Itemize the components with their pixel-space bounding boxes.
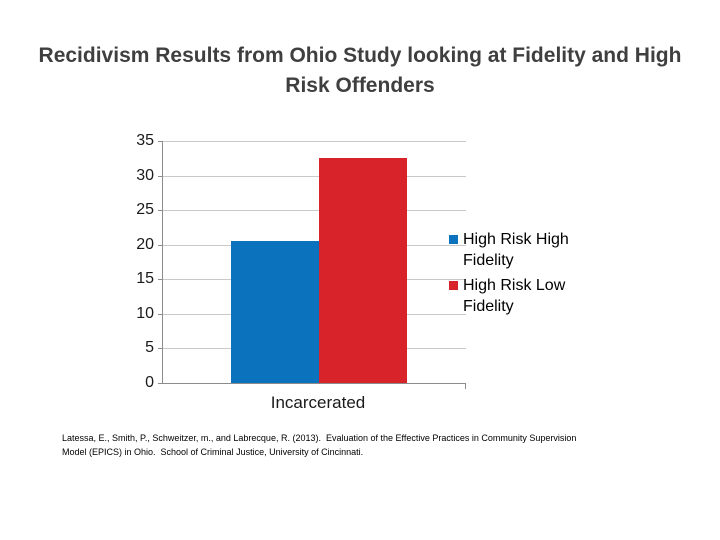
y-axis-tick-mark xyxy=(158,348,162,349)
x-axis-tick-mark xyxy=(465,384,466,389)
legend-item: High Risk Low Fidelity xyxy=(449,275,589,317)
gridline-y-30 xyxy=(163,176,466,177)
y-axis-tick-mark xyxy=(158,383,162,384)
legend: High Risk High Fidelity High Risk Low Fid… xyxy=(449,229,589,321)
bar-high-risk-high-fidelity xyxy=(231,241,319,383)
y-axis-tick-label: 35 xyxy=(136,132,154,149)
plot-area xyxy=(162,141,466,384)
y-axis-tick-mark xyxy=(158,141,162,142)
legend-swatch-icon xyxy=(449,281,458,290)
y-axis-tick-label: 10 xyxy=(136,305,154,322)
legend-label: High Risk High Fidelity xyxy=(463,231,569,269)
legend-item: High Risk High Fidelity xyxy=(449,229,589,271)
citation-text: Latessa, E., Smith, P., Schweitzer, m., … xyxy=(62,433,579,457)
y-axis-tick-mark xyxy=(158,314,162,315)
slide-title: Recidivism Results from Ohio Study looki… xyxy=(38,44,682,97)
x-axis-category-label: Incarcerated xyxy=(270,393,366,412)
y-axis-tick-label: 25 xyxy=(136,201,154,218)
y-axis-tick-label: 30 xyxy=(136,167,154,184)
gridline-y-25 xyxy=(163,210,466,211)
gridline-y-35 xyxy=(163,141,466,142)
legend-swatch-icon xyxy=(449,235,458,244)
y-axis-tick-label: 15 xyxy=(136,270,154,287)
legend-label: High Risk Low Fidelity xyxy=(463,277,566,315)
y-axis-tick-label: 20 xyxy=(136,236,154,253)
bar-high-risk-low-fidelity xyxy=(319,158,407,383)
y-axis-tick-label: 0 xyxy=(145,374,154,391)
y-axis-tick-mark xyxy=(158,245,162,246)
y-axis-tick-mark xyxy=(158,210,162,211)
y-axis-tick-label: 5 xyxy=(145,339,154,356)
y-axis-tick-mark xyxy=(158,279,162,280)
y-axis-tick-mark xyxy=(158,176,162,177)
